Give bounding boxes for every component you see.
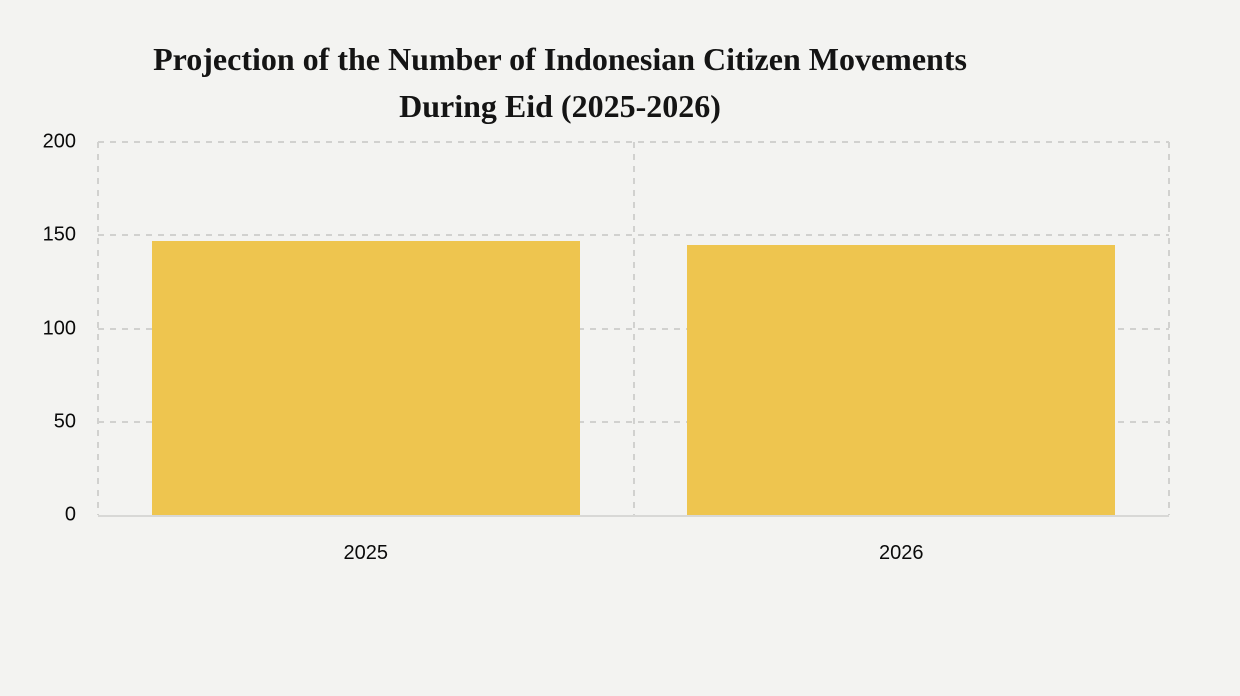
x-tick-label-2025: 2025 [343,542,389,564]
y-tick-label-50: 50 [53,410,76,433]
y-tick-label-0: 0 [64,503,76,526]
bar-2025 [151,240,580,515]
chart-title-line-2: During Eid (2025-2026) [399,88,721,124]
gridline-x-boundary-2 [1168,142,1170,515]
gridline-x-boundary-1 [632,142,635,515]
bar-2026 [687,244,1116,515]
y-tick-label-150: 150 [42,223,76,246]
y-tick-label-200: 200 [42,130,76,153]
plot-area [97,141,1170,517]
chart-title: Projection of the Number of Indonesian C… [0,36,1120,130]
chart-title-line-1: Projection of the Number of Indonesian C… [153,41,967,77]
gridline-x-boundary-0 [97,142,99,515]
y-tick-label-100: 100 [42,317,76,339]
x-tick-label-2026: 2026 [879,542,924,564]
